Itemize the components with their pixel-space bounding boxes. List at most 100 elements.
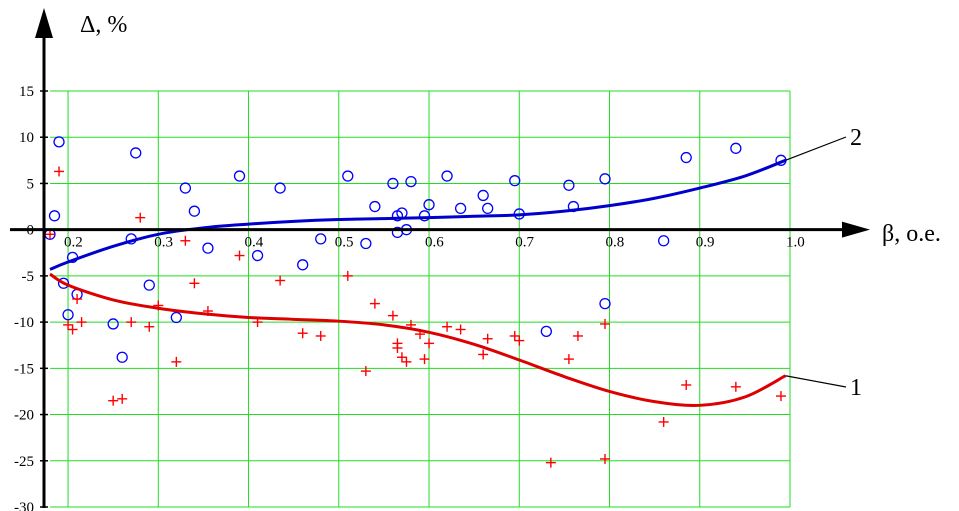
curve-label-leader [785,136,847,161]
y-tick-label: -20 [14,408,34,424]
y-tick-label: 10 [19,130,34,146]
circle-marker [188,205,201,217]
circle-marker [680,151,692,164]
plus-marker [234,250,245,261]
plus-marker [600,453,610,464]
plus-marker [600,318,610,329]
y-tick-label: -25 [14,454,34,470]
y-tick-label: -5 [22,269,35,285]
x-tick-label: 0.2 [64,235,83,251]
grid [50,90,791,508]
plus-marker [775,391,786,402]
circle-marker [599,173,611,185]
plus-marker [360,366,371,377]
circle-marker [315,233,327,245]
circle-marker [143,279,155,291]
y-tick-label: 5 [27,176,35,192]
y-tick-label: 15 [19,84,34,100]
plus-marker [63,319,74,330]
circle-marker [57,277,70,289]
plus-marker [342,270,353,281]
circle-marker [297,259,309,271]
plus-marker [455,324,466,335]
circle-marker [62,309,74,321]
plus-marker [419,354,430,365]
plus-marker [424,338,435,349]
circle-marker [730,142,742,154]
plus-marker [67,324,78,335]
circle-marker [599,297,611,310]
circle-marker [540,325,552,338]
y-axis-label: Δ, % [80,12,127,38]
y-tick-label: -30 [14,500,34,511]
x-tick-label: 0.6 [425,235,444,251]
plus-marker [396,352,407,363]
plus-marker [514,335,525,346]
plus-marker [54,166,65,177]
circle-marker [454,202,467,215]
circle-marker [360,237,372,250]
curve-label-1: 1 [850,375,862,401]
circle-marker [482,202,494,215]
fit-curve-2 [49,158,787,271]
circle-marker [658,235,670,247]
plus-marker [189,278,200,289]
circle-marker [405,175,417,188]
circle-marker [477,189,489,202]
circle-marker [130,147,142,159]
plus-marker [144,321,155,332]
circle-marker [251,249,264,262]
plus-marker [387,310,398,321]
plus-marker [126,317,137,328]
tick-labels: 0.2 0.3 0.4 0.5 0.6 0.7 0.8 0.9 1.0 15 10 5 0 -5 -10 -1… [14,84,805,511]
y-tick-label: -15 [14,361,34,377]
curve-label-leader [785,375,847,388]
x-tick-label: 1.0 [786,235,805,251]
plus-marker [658,416,669,427]
circle-marker [233,170,246,182]
circle-marker [274,182,286,194]
circle-marker [179,182,192,194]
circle-marker [563,179,575,191]
plus-marker [572,330,583,341]
circle-marker [441,170,453,182]
plus-marker [509,330,520,341]
circle-marker [387,177,399,190]
plus-marker [545,457,556,468]
curve-label-2: 2 [850,125,862,151]
plus-marker [275,275,286,286]
y-tick-label: -10 [14,315,34,331]
x-axis-label: β, o.e. [882,221,941,247]
circle-marker [48,210,61,222]
x-tick-label: 0.9 [696,235,715,251]
circle-marker [418,210,431,222]
plus-marker [482,333,493,344]
x-tick-label: 0.5 [335,235,354,251]
data-markers [44,136,787,468]
plus-marker [108,395,119,406]
fit-curves [49,158,787,407]
circle-marker [509,175,521,187]
axes [10,8,870,508]
curve-labels: 21 [785,125,862,401]
plus-marker [117,393,128,404]
plus-marker [730,381,741,392]
plus-marker [478,349,489,360]
circle-marker [423,199,435,211]
x-tick-label: 0.3 [154,235,173,251]
circle-marker [342,170,354,182]
plus-marker [180,235,191,246]
fit-curve-1 [49,272,787,407]
plus-marker [563,354,574,365]
circle-marker [107,318,119,330]
plus-marker [315,330,326,341]
plus-marker [442,321,453,332]
plus-marker [135,212,146,223]
circle-marker [369,200,381,213]
plus-marker [401,356,412,367]
x-axis-arrow-icon [842,221,870,238]
x-tick-label: 0.8 [606,235,625,251]
x-tick-label: 0.7 [515,235,534,251]
plus-marker [72,294,83,304]
